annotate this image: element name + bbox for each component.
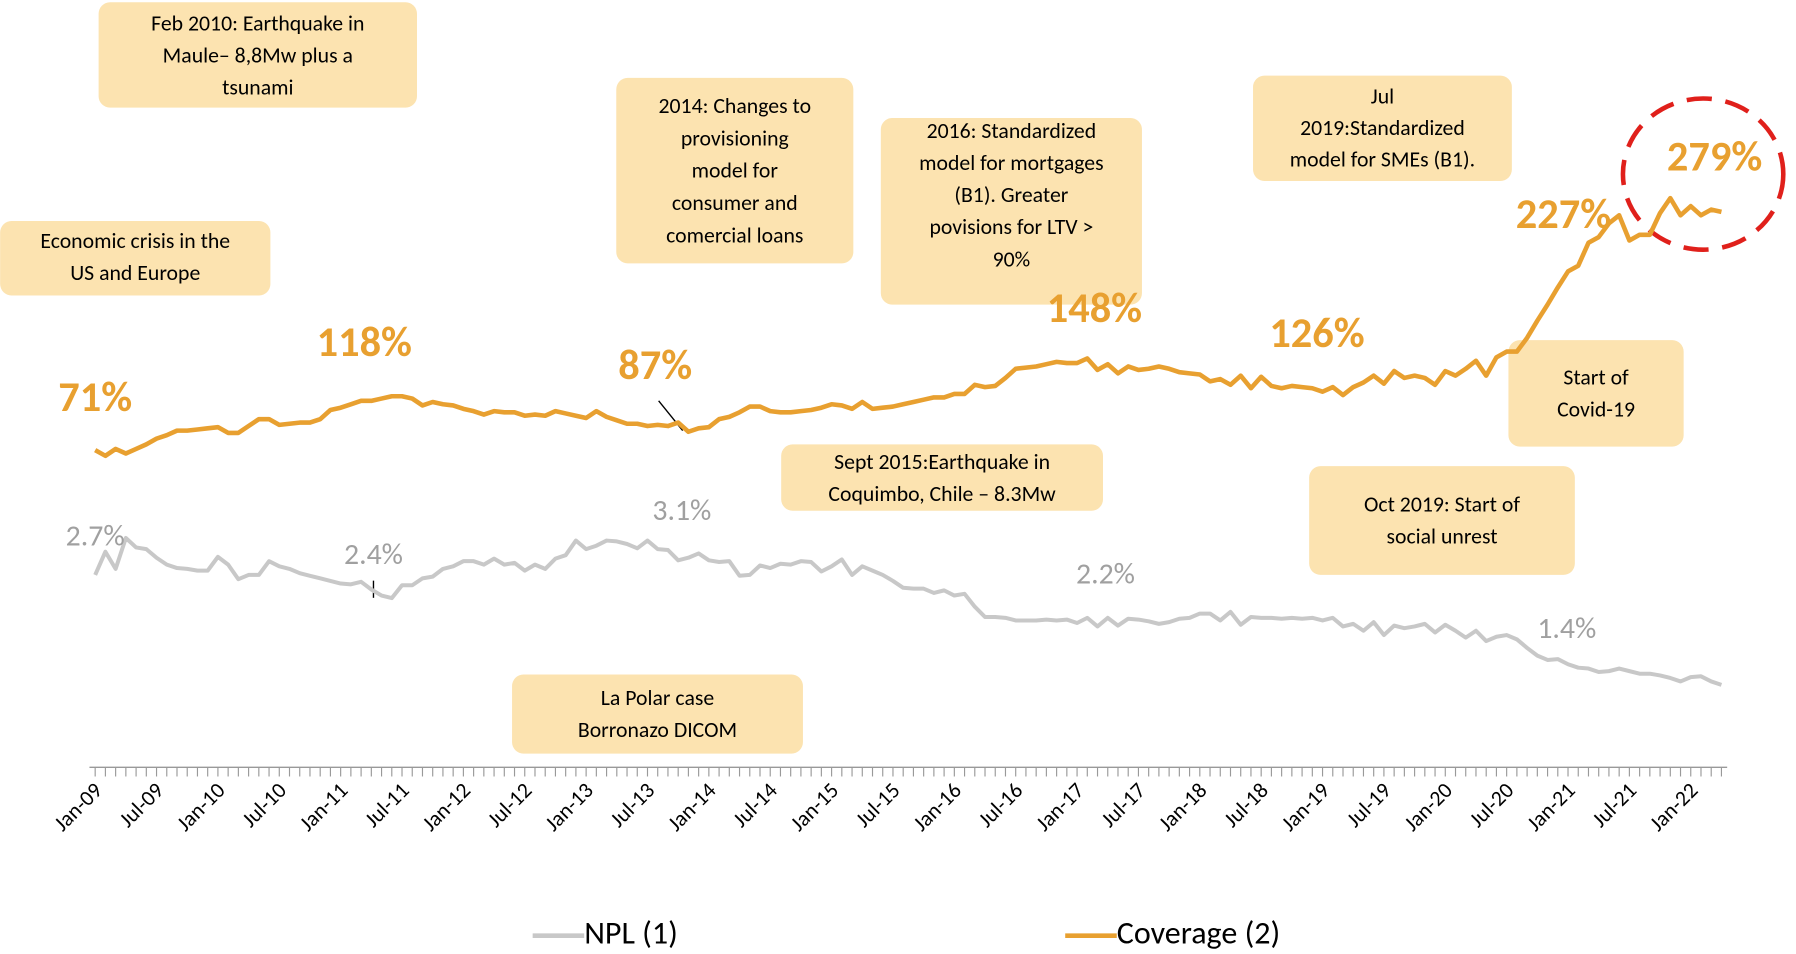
annotation-box xyxy=(880,117,1142,305)
series-line xyxy=(94,195,1722,459)
annotation-text: model for xyxy=(692,157,779,184)
annotation: 2016: Standardized model for mortgages (B1… xyxy=(880,117,1142,305)
legend-label: Coverage (2) xyxy=(1117,912,1281,952)
annotation-text: model for SMEs (B1). xyxy=(1290,146,1475,173)
x-tick-label: Jul-18 xyxy=(1218,777,1274,833)
x-tick-label: Jul-21 xyxy=(1586,777,1642,833)
x-tick-label: Jul-11 xyxy=(359,777,415,833)
x-tick-label: Jul-13 xyxy=(604,777,660,833)
annotation-text: US and Europe xyxy=(70,259,200,286)
data-label: 2.7% xyxy=(66,517,125,553)
annotation-box xyxy=(0,221,271,296)
x-tick-label: Jan-14 xyxy=(662,777,722,837)
annotation: Sept 2015:Earthquake in Coquimbo, Chile –… xyxy=(781,444,1104,511)
annotation-text: 2014: Changes to xyxy=(659,92,812,119)
x-tick-label: Jul-15 xyxy=(850,777,906,833)
annotation-text: (B1). Greater xyxy=(954,181,1068,208)
annotation-text: 2016: Standardized xyxy=(927,117,1097,144)
data-label: 118% xyxy=(317,317,412,368)
annotation-text: Oct 2019: Start of xyxy=(1364,490,1520,517)
series-line xyxy=(93,535,1723,687)
annotation-text: Borronazo DICOM xyxy=(578,716,737,743)
annotation-box xyxy=(98,2,417,108)
x-tick-label: Jan-13 xyxy=(539,777,599,837)
x-tick-label: Jul-14 xyxy=(727,777,783,833)
x-tick-label: Jan-18 xyxy=(1153,777,1213,837)
annotation-text: 2019:Standardized xyxy=(1300,114,1465,141)
annotation: Economic crisis in the US and Europe xyxy=(0,221,271,296)
x-tick-label: Jan-21 xyxy=(1521,777,1581,837)
annotation-box xyxy=(616,77,854,264)
x-tick-label: Jan-17 xyxy=(1030,777,1090,837)
annotation: Oct 2019: Start of social unrest xyxy=(1309,466,1575,575)
legend-label: NPL (1) xyxy=(584,912,678,952)
annotation-box xyxy=(1253,75,1512,181)
x-tick-label: Jul-12 xyxy=(481,777,537,833)
data-label: 87% xyxy=(618,340,692,391)
data-label: 3.1% xyxy=(652,492,711,528)
x-tick-label: Jan-16 xyxy=(907,777,967,837)
data-label: 2.2% xyxy=(1076,556,1135,592)
x-tick-label: Jan-19 xyxy=(1275,777,1335,837)
x-tick-label: Jan-20 xyxy=(1398,777,1458,837)
x-tick-label: Jan-15 xyxy=(784,777,844,837)
annotation: Feb 2010: Earthquake in Maule– 8,8Mw plus… xyxy=(98,2,417,108)
annotation-text: povisions for LTV > xyxy=(929,213,1093,240)
annotation-text: 90% xyxy=(993,245,1031,272)
highlight-circle xyxy=(1620,96,1786,252)
x-tick-label: Jul-09 xyxy=(113,777,169,833)
annotation-text: Sept 2015:Earthquake in xyxy=(834,448,1050,475)
x-tick-label: Jan-11 xyxy=(293,777,353,837)
annotation-box xyxy=(1508,340,1684,447)
annotation-text: model for mortgages xyxy=(919,149,1104,176)
annotation-text: Jul xyxy=(1371,83,1394,110)
annotation-box xyxy=(512,674,803,754)
data-label: 227% xyxy=(1516,189,1611,240)
annotation: Start of Covid-19 xyxy=(1508,340,1684,447)
annotation: Jul 2019:Standardized model for SMEs (B1). xyxy=(1253,75,1512,181)
annotation-box xyxy=(781,444,1104,511)
annotation-text: social unrest xyxy=(1386,522,1497,549)
data-label: 279% xyxy=(1667,132,1762,183)
annotation-text: Maule– 8,8Mw plus a xyxy=(163,41,353,68)
x-tick-label: Jan-09 xyxy=(48,777,108,837)
annotation-text: Economic crisis in the xyxy=(40,227,230,254)
annotation-text: Coquimbo, Chile – 8.3Mw xyxy=(828,480,1056,507)
annotation-text: Start of xyxy=(1563,363,1629,390)
x-tick-label: Jan-12 xyxy=(416,777,476,837)
x-tick-label: Jul-19 xyxy=(1340,777,1396,833)
x-tick-label: Jul-10 xyxy=(236,777,292,833)
data-label: 71% xyxy=(58,372,132,423)
annotation-text: comercial loans xyxy=(666,221,803,248)
x-tick-label: Jan-22 xyxy=(1643,777,1703,837)
annotation-box xyxy=(1309,466,1575,575)
annotation-text: tsunami xyxy=(222,74,293,101)
x-tick-label: Jul-17 xyxy=(1095,777,1151,833)
annotation-text: consumer and xyxy=(672,189,798,216)
annotation-text: Covid-19 xyxy=(1557,395,1635,422)
annotation: 2014: Changes to provisioning model for con… xyxy=(616,77,854,264)
x-tick-label: Jul-20 xyxy=(1463,777,1519,833)
data-label: 2.4% xyxy=(344,536,403,572)
data-label: 148% xyxy=(1047,283,1142,334)
x-tick-label: Jan-10 xyxy=(171,777,231,837)
annotation-text: Feb 2010: Earthquake in xyxy=(151,9,364,36)
data-label: 1.4% xyxy=(1537,610,1596,646)
annotation-text: provisioning xyxy=(681,124,789,151)
data-label: 126% xyxy=(1269,308,1364,359)
annotation: La Polar case Borronazo DICOM xyxy=(512,674,803,754)
annotation-text: La Polar case xyxy=(601,684,715,711)
x-tick-label: Jul-16 xyxy=(972,777,1028,833)
